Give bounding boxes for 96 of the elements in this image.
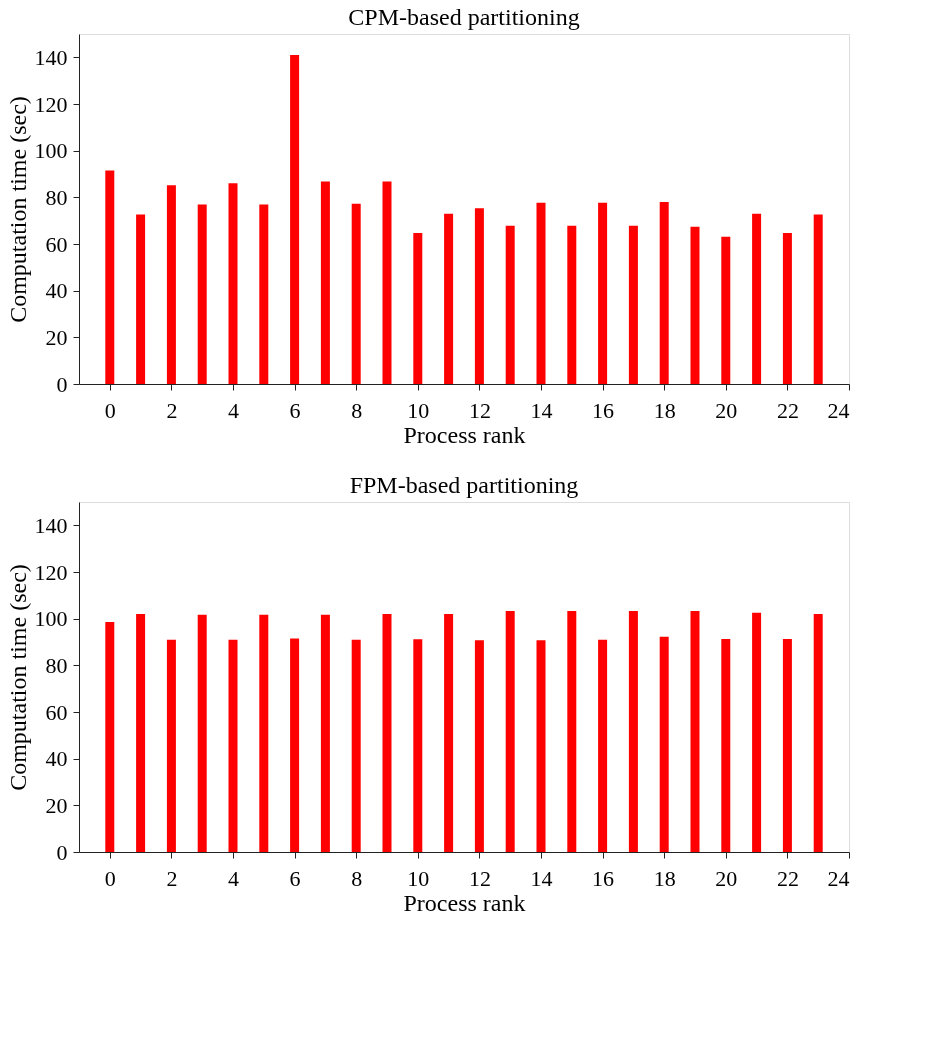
bar [228,639,238,852]
bar [505,610,515,852]
y-tick-label: 40 [45,278,68,304]
x-tick-label: 20 [715,865,738,891]
bar [320,181,330,384]
bar [259,204,269,384]
bar [659,202,669,384]
bar [813,614,823,852]
bar [290,55,300,384]
x-tick-label: 0 [104,397,116,423]
y-axis-title: Computation time (sec) [4,564,31,791]
x-tick-label: 16 [592,865,615,891]
bar [813,214,823,384]
bar [197,204,207,384]
x-tick-label: 6 [289,865,301,891]
x-axis-title: Process rank [403,889,526,916]
chart-title: FPM-based partitioning [349,472,579,498]
bar [444,614,454,852]
bar [505,225,515,384]
x-tick-label: 18 [653,865,676,891]
y-tick-label: 20 [45,792,68,818]
y-tick-label: 100 [34,138,68,164]
bar [351,639,361,852]
y-tick-label: 80 [45,652,68,678]
bar [228,183,238,384]
y-tick-label: 140 [34,44,68,70]
x-tick-label: 4 [228,865,239,891]
bar [752,612,762,852]
x-tick-label: 12 [468,865,491,891]
bar [382,181,392,384]
chart-title: CPM-based partitioning [348,4,580,30]
x-tick-label: 14 [530,865,553,891]
bar [628,225,638,384]
bar [721,236,731,384]
bar [166,185,176,384]
y-axis-title: Computation time (sec) [4,96,31,323]
y-tick-label: 140 [34,512,68,538]
bar [690,226,700,384]
y-tick-label: 40 [45,746,68,772]
bar [659,636,669,852]
bar [536,640,546,852]
bar [782,638,792,852]
y-tick-label: 120 [34,559,68,585]
x-tick-label: 8 [351,397,363,423]
bar [351,203,361,384]
bar [690,610,700,852]
bar [721,638,731,852]
x-tick-label: 18 [653,397,676,423]
bar [105,621,115,852]
bar [598,639,608,852]
bar [598,202,608,384]
x-tick-label: 22 [776,397,799,423]
y-tick-label: 0 [56,371,68,397]
y-tick-label: 0 [56,839,68,865]
bar [136,214,146,384]
bar [567,225,577,384]
y-tick-label: 120 [34,91,68,117]
y-tick-label: 20 [45,324,68,350]
bar [628,610,638,852]
y-tick-label: 100 [34,606,68,632]
x-tick-label: 10 [407,865,430,891]
bar [320,614,330,852]
bar [536,202,546,384]
y-tick-label: 60 [45,231,68,257]
x-tick-label: 20 [715,397,738,423]
x-tick-label: 2 [166,397,178,423]
y-tick-label: 80 [45,184,68,210]
bar [413,639,423,852]
y-tick-label: 60 [45,699,68,725]
x-axis-title: Process rank [403,421,526,448]
x-tick-label: 6 [289,397,301,423]
bar [782,233,792,384]
x-tick-label: 10 [407,397,430,423]
x-tick-label: 2 [166,865,178,891]
bar [197,614,207,852]
x-tick-label: 22 [776,865,799,891]
bar [382,614,392,852]
bar [474,640,484,852]
x-tick-label: 24 [827,397,850,423]
bar [105,170,115,384]
bar [136,614,146,852]
x-tick-label: 24 [827,865,850,891]
bar [444,213,454,384]
bar [413,233,423,384]
bar [474,208,484,384]
bar [567,610,577,852]
bar [290,638,300,852]
x-tick-label: 16 [592,397,615,423]
x-tick-label: 0 [104,865,116,891]
x-tick-label: 8 [351,865,363,891]
x-tick-label: 4 [228,397,239,423]
bar [259,614,269,852]
bar [752,213,762,384]
x-tick-label: 14 [530,397,553,423]
bar [166,639,176,852]
x-tick-label: 12 [468,397,491,423]
